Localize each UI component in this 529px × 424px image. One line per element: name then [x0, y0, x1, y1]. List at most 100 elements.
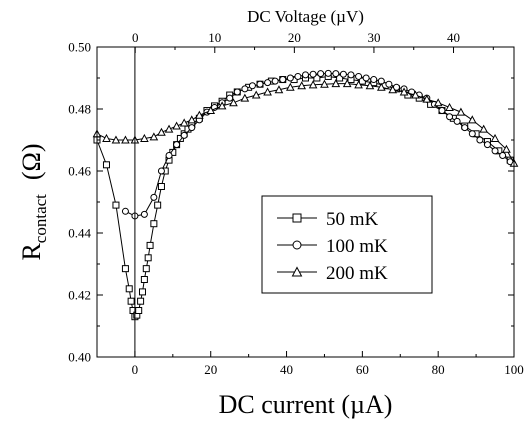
data-point: [285, 82, 295, 91]
data-point: [150, 220, 158, 228]
data-point: [294, 72, 302, 80]
data-point: [256, 80, 264, 88]
data-point: [164, 124, 174, 133]
data-point: [317, 70, 325, 78]
data-point: [233, 88, 241, 96]
data-point: [140, 276, 148, 283]
data-point: [180, 131, 188, 139]
y-tick-label: 0.42: [68, 288, 91, 303]
data-point: [476, 136, 484, 144]
legend-label: 200 mK: [326, 263, 388, 284]
series-200-mk: [92, 79, 519, 167]
data-point: [355, 72, 363, 80]
data-point: [140, 210, 148, 218]
x2-tick-label: 40: [447, 30, 460, 45]
legend-marker: [292, 240, 302, 250]
data-point: [102, 133, 111, 142]
data-point: [157, 127, 166, 136]
y-axis-title-main: R: [17, 243, 46, 261]
data-point: [229, 98, 238, 107]
data-point: [483, 141, 491, 149]
data-point: [188, 124, 196, 132]
data-point: [263, 87, 272, 96]
data-point: [240, 93, 250, 102]
data-point: [264, 79, 272, 87]
data-point: [332, 70, 340, 78]
legend-item-100-mk: 100 mK: [277, 236, 388, 257]
x-axis-title: DC current (µA): [219, 390, 393, 419]
data-point: [354, 80, 363, 89]
data-point: [111, 135, 121, 144]
data-point: [121, 135, 130, 144]
data-point: [226, 94, 234, 102]
data-point: [411, 90, 420, 99]
data-point: [274, 85, 284, 94]
data-point: [138, 288, 146, 296]
data-point: [121, 265, 129, 273]
data-point: [112, 201, 120, 209]
data-point: [195, 110, 204, 119]
data-point: [445, 102, 454, 111]
legend-marker: [292, 213, 302, 223]
y-axis-title-subscript: contact: [31, 194, 50, 243]
data-point: [313, 74, 321, 82]
x-tick-label: 0: [132, 362, 139, 377]
data-point: [336, 74, 344, 82]
series-line: [96, 83, 515, 164]
data-point: [468, 130, 476, 138]
data-point: [286, 74, 294, 82]
data-point: [446, 113, 454, 121]
legend-item-200-mk: 200 mK: [277, 263, 388, 284]
series-100-mk: [121, 69, 514, 220]
legend-label: 100 mK: [326, 236, 388, 257]
legend-marker: [291, 266, 303, 277]
data-point: [370, 76, 378, 84]
x-tick-label: 60: [356, 362, 369, 377]
data-point: [320, 79, 329, 88]
data-point: [433, 98, 443, 107]
data-point: [137, 297, 145, 305]
data-point: [339, 70, 347, 78]
data-point: [438, 107, 446, 115]
x2-tick-label: 10: [208, 30, 221, 45]
data-point: [331, 79, 341, 88]
data-point: [248, 82, 256, 90]
data-point: [173, 141, 181, 149]
data-point: [490, 133, 500, 142]
x-tick-label: 40: [280, 362, 293, 377]
data-point: [144, 254, 152, 262]
x2-tick-label: 0: [132, 30, 139, 45]
data-point: [125, 285, 133, 293]
data-point: [179, 118, 189, 127]
data-point: [309, 70, 317, 78]
data-point: [157, 167, 165, 175]
data-point: [399, 87, 409, 96]
data-point: [146, 241, 154, 249]
data-point: [376, 82, 386, 91]
x2-axis-title: DC Voltage (µV): [247, 7, 364, 26]
y-tick-label: 0.50: [68, 40, 91, 55]
data-point: [388, 85, 398, 94]
data-point: [308, 80, 318, 89]
data-point: [491, 147, 499, 155]
data-point: [461, 124, 469, 132]
data-point: [279, 76, 287, 84]
data-point: [172, 121, 181, 130]
data-point: [297, 81, 307, 90]
data-point: [142, 265, 150, 273]
x-tick-label: 20: [204, 362, 217, 377]
y-tick-label: 0.44: [68, 226, 91, 241]
data-point: [479, 124, 489, 133]
data-point: [347, 71, 355, 79]
data-point: [502, 144, 511, 153]
data-point: [135, 307, 143, 314]
data-point: [154, 201, 162, 209]
data-point: [127, 297, 135, 305]
data-point: [165, 152, 173, 159]
data-point: [365, 81, 375, 90]
data-point: [453, 117, 461, 125]
x2-tick-label: 30: [367, 30, 380, 45]
y-axis-title-unit: (Ω): [17, 143, 46, 180]
series-layer: [92, 69, 519, 321]
